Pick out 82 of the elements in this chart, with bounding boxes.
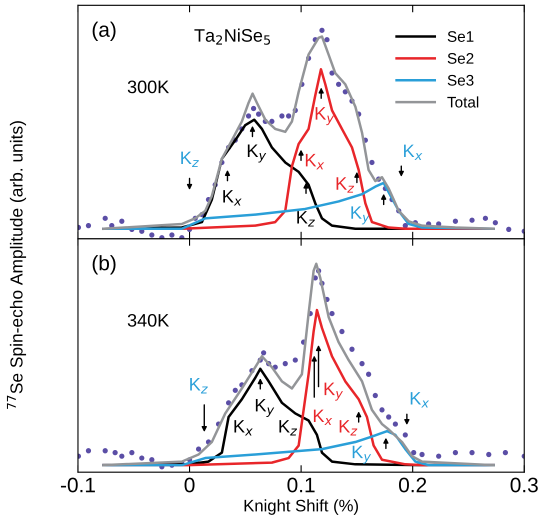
point [349, 346, 355, 352]
point [339, 328, 345, 334]
point [86, 223, 92, 228]
legend-label: Se2 [448, 53, 474, 64]
point [506, 226, 512, 232]
point [112, 450, 118, 456]
point [119, 218, 124, 224]
point [411, 450, 416, 456]
point [419, 452, 425, 458]
point [359, 361, 365, 366]
annotation: K$_{y}$ [316, 107, 334, 126]
annotation: K$_{z}$ [279, 420, 298, 436]
point [292, 357, 298, 363]
annotation: K$_{y}$ [256, 399, 274, 418]
point [232, 388, 238, 393]
point [379, 407, 385, 412]
point [502, 450, 508, 456]
x-tick-label: 0.3 [510, 478, 538, 492]
point [329, 311, 335, 316]
annotation: K$_{z}$ [340, 420, 358, 436]
point [469, 450, 475, 456]
point [324, 37, 330, 42]
annotation: K$_{x}$ [223, 190, 242, 206]
point [169, 232, 175, 238]
point [386, 414, 392, 420]
annotation: K$_{z}$ [297, 211, 315, 227]
point [469, 218, 475, 223]
point [282, 361, 288, 366]
annotation: Ta$_{2}$NiSe$_{5}$ [194, 28, 270, 45]
legend-label: Se1 [448, 31, 474, 42]
point [452, 450, 458, 456]
point [492, 220, 498, 226]
point [279, 113, 285, 119]
point [256, 112, 262, 117]
annotation: K$_{y}$ [352, 446, 372, 464]
x-tick-label: 0.1 [287, 478, 315, 492]
annotation: K$_{z}$ [190, 378, 208, 394]
annotation: 300K [128, 80, 170, 94]
point [436, 454, 442, 459]
annotation: K$_{z}$ [181, 152, 199, 167]
point [369, 160, 375, 166]
x-tick-label: -0.1 [60, 478, 95, 492]
point [366, 372, 372, 377]
annotation: (a) [92, 22, 116, 42]
point [102, 448, 108, 454]
annotation: K$_{x}$ [404, 144, 422, 160]
legend-label: Se3 [448, 74, 474, 86]
point [319, 28, 325, 33]
point [372, 392, 378, 398]
annotation: K$_{y}$ [351, 206, 370, 224]
point [119, 454, 124, 459]
point [392, 421, 398, 427]
y-axis-title: $^{77}$Se Spin-echo Amplitude (arb. units) [6, 121, 26, 409]
point [261, 350, 266, 356]
point [250, 106, 256, 112]
annotation: K$_{x}$ [234, 420, 253, 436]
annotation: (b) [92, 255, 116, 275]
x-axis-title: Knight Shift (%) [244, 499, 358, 515]
point [102, 216, 108, 221]
point [486, 452, 492, 458]
annotation: K$_{x}$ [410, 392, 430, 408]
point [482, 216, 488, 221]
point [452, 218, 458, 224]
annotation: K$_{y}$ [324, 382, 343, 401]
point [149, 457, 154, 462]
x-tick-label: 0 [184, 478, 195, 492]
annotation: K$_{x}$ [314, 410, 332, 425]
annotation: K$_{z}$ [336, 177, 354, 193]
annotation: K$_{y}$ [248, 144, 266, 163]
annotation: 340K [128, 314, 170, 327]
point [129, 450, 134, 456]
point [336, 82, 342, 87]
legend-label: Total [447, 96, 478, 108]
point [246, 113, 252, 119]
point [402, 432, 408, 438]
point [196, 446, 202, 452]
annotation: K$_{x}$ [306, 154, 324, 170]
x-tick-label: 0.2 [399, 478, 426, 492]
point [149, 232, 154, 238]
point [286, 113, 292, 119]
point [139, 455, 144, 461]
point [86, 448, 92, 454]
